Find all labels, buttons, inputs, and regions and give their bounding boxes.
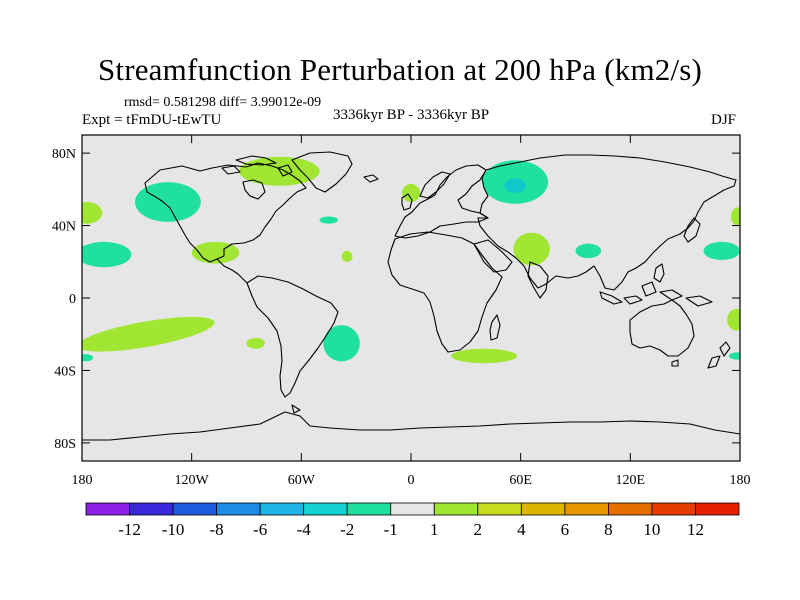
colorbar-swatch [520, 502, 566, 516]
y-tick-label: 80S [54, 437, 76, 452]
coastline-antarctic-peninsula [291, 404, 301, 414]
coastline-australia [629, 299, 695, 357]
anomaly-south-pacific-positive [82, 316, 215, 352]
coastline-arabia [473, 239, 513, 273]
coastline-indonesia [599, 281, 713, 307]
anomaly-subtropical-atlantic-positive [341, 250, 353, 262]
x-tick-label: 180 [72, 473, 93, 488]
axis-ticks: 180 120W 60W 0 60E 120E 180 80N 40N 0 40S 80S [52, 135, 751, 488]
colorbar-label: 1 [430, 520, 439, 539]
coastline-greenland [291, 151, 353, 193]
anomaly-south-pacific-east-positive [246, 337, 265, 349]
coastline-south-america [246, 275, 339, 398]
colorbar-swatch [390, 502, 435, 516]
coastline-europe [394, 164, 489, 239]
colorbar-label: 8 [604, 520, 613, 539]
period-label: 3336kyr BP - 3336kyr BP [332, 107, 490, 123]
anomaly-south-atlantic-negative [323, 325, 360, 362]
x-tick-label: 60W [288, 473, 316, 488]
x-tick-label: 180 [730, 473, 751, 488]
colorbar-label: -6 [253, 520, 267, 539]
x-tick-label: 120W [175, 473, 210, 488]
y-tick-label: 0 [69, 292, 76, 307]
colorbar-label: -4 [297, 520, 312, 539]
coastline-central-america [216, 258, 248, 284]
colorbar: -12 -10 -8 -6 -4 -2 -1 1 2 4 6 8 10 12 [85, 502, 740, 539]
colorbar-label: -2 [340, 520, 354, 539]
coastline-north-america [144, 162, 307, 263]
coastline-asia [477, 154, 737, 291]
coastline-tasmania [671, 359, 679, 367]
x-tick-label: 120E [616, 473, 646, 488]
anomaly-n-pacific-west-positive [82, 202, 103, 224]
anomaly-siberia-core [504, 178, 527, 193]
colorbar-swatch [695, 502, 740, 516]
colorbar-swatch [477, 502, 522, 516]
anomaly-ne-pacific-negative [135, 182, 201, 222]
colorbar-label: 6 [561, 520, 570, 539]
colorbar-label: -10 [162, 520, 185, 539]
colorbar-swatch [608, 502, 653, 516]
coastline-arctic-islands [221, 155, 293, 177]
anomaly-se-pacific-negative [82, 354, 93, 362]
colorbar-swatch [172, 502, 217, 516]
colorbar-swatch [85, 502, 130, 516]
experiment-label: Expt = tFmDU-tEwTU [82, 112, 222, 128]
coastline-layer [82, 151, 740, 441]
colorbar-label: -12 [118, 520, 141, 539]
coastline-india [527, 261, 549, 299]
y-tick-label: 40N [52, 220, 76, 235]
x-tick-label: 60E [509, 473, 532, 488]
coastline-antarctica [82, 411, 740, 441]
colorbar-swatch [259, 502, 305, 516]
coastline-scandinavia [419, 171, 451, 199]
coastline-hudson-bay [242, 179, 266, 200]
anomaly-west-pacific-negative [703, 241, 740, 260]
anomaly-arabia-positive [513, 232, 550, 266]
plot-title: Streamfunction Perturbation at 200 hPa (… [97, 52, 703, 87]
anomaly-south-pacific-date-line-negative [729, 352, 740, 360]
colorbar-label: 2 [474, 520, 483, 539]
anomaly-mid-atlantic-negative [319, 216, 338, 224]
colorbar-swatch [346, 502, 392, 516]
season-label: DJF [711, 112, 737, 128]
anomaly-east-china-negative [575, 243, 602, 259]
colorbar-swatch [651, 502, 696, 516]
coastline-japan [683, 217, 701, 243]
anomaly-south-indian-positive [451, 348, 518, 364]
anomaly-nw-pacific-positive [730, 207, 740, 226]
colorbar-swatch [129, 502, 174, 516]
coastline-madagascar [489, 314, 501, 341]
colorbar-label: -8 [210, 520, 224, 539]
anomaly-central-pacific-negative [82, 241, 132, 268]
anomaly-europe-positive [401, 183, 421, 203]
coastline-great-britain [401, 193, 413, 211]
colorbar-swatch [433, 502, 479, 516]
coastline-iceland [363, 174, 379, 183]
colorbar-label: 10 [643, 520, 660, 539]
colorbar-label: -1 [384, 520, 398, 539]
x-tick-label: 0 [408, 473, 415, 488]
coastline-africa [387, 231, 503, 353]
y-tick-label: 40S [54, 364, 76, 379]
coastline-philippines [653, 263, 665, 283]
colorbar-label: 12 [687, 520, 704, 539]
y-tick-label: 80N [52, 147, 76, 162]
colorbar-label: 4 [517, 520, 526, 539]
colorbar-swatch [216, 502, 261, 516]
stats-text: rmsd= 0.581298 diff= 3.99012e-09 [124, 95, 322, 110]
anomaly-tasman-positive [727, 308, 740, 331]
coastline-new-zealand [707, 341, 731, 369]
colorbar-swatch [303, 502, 348, 516]
colorbar-swatch [564, 502, 609, 516]
